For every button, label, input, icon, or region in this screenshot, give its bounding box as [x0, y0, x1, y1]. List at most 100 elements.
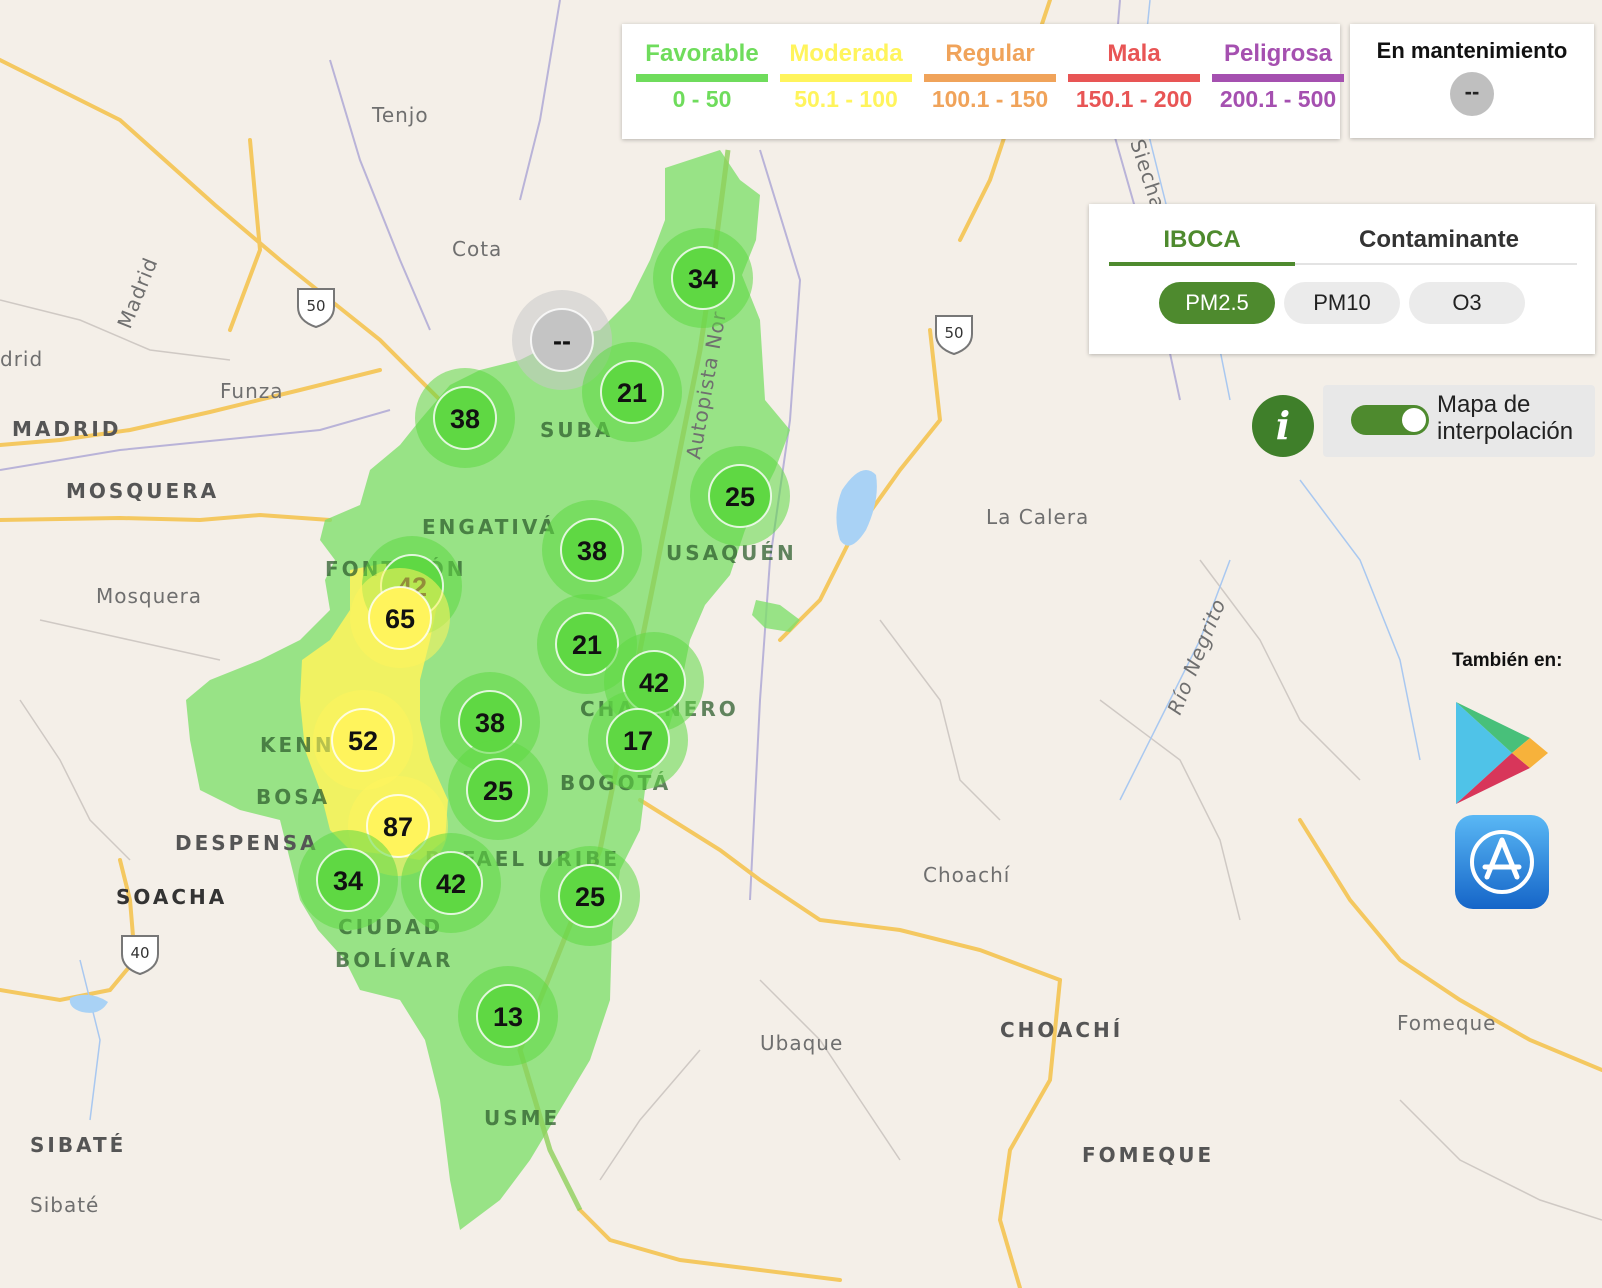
highway-shield-label: 50: [944, 324, 963, 342]
legend-label: Favorable: [645, 40, 759, 67]
station-marker[interactable]: 38: [542, 500, 642, 600]
tab-contaminante[interactable]: Contaminante: [1358, 226, 1519, 253]
maintenance-legend: En mantenimiento --: [1350, 24, 1594, 138]
legend-item-regular: Regular 100.1 - 150: [924, 40, 1056, 113]
minor-roads: [0, 299, 1602, 1221]
legend-label: Peligrosa: [1223, 40, 1333, 67]
info-button[interactable]: i: [1252, 395, 1314, 457]
legend-item-mala: Mala 150.1 - 200: [1068, 40, 1200, 113]
station-marker[interactable]: 38: [415, 368, 515, 468]
station-marker[interactable]: 52: [313, 690, 413, 790]
place-label: SIBATÉ: [30, 1133, 126, 1157]
lake: [69, 994, 108, 1013]
place-label: Funza: [220, 379, 284, 403]
district-label: USAQUÉN: [666, 541, 797, 565]
station-core: [366, 794, 430, 858]
tab-iboca-underline: [1109, 262, 1295, 266]
maintenance-title: En mantenimiento: [1376, 38, 1568, 63]
station-core: [555, 612, 619, 676]
iboca-legend: Favorable 0 - 50 Moderada 50.1 - 100 Regular…: [622, 24, 1344, 139]
highway-shield-label: 50: [306, 297, 325, 315]
station-marker[interactable]: 34: [653, 228, 753, 328]
place-label: Cota: [452, 237, 502, 261]
station-core: [419, 851, 483, 915]
legend-range: 0 - 50: [672, 86, 732, 112]
district-label: USME: [484, 1106, 560, 1130]
station-core: [433, 386, 497, 450]
station-value: 87: [383, 812, 413, 842]
station-marker[interactable]: --: [512, 290, 612, 390]
place-label: La Calera: [986, 505, 1089, 529]
station-marker[interactable]: 17: [588, 690, 688, 790]
interpolation-toggle[interactable]: [1351, 405, 1429, 435]
place-label: CHOACHÍ: [1000, 1018, 1123, 1042]
interpolation-control: Mapa de interpolación: [1323, 385, 1595, 457]
station-value: 17: [623, 726, 653, 756]
tab-underline-track: [1295, 263, 1577, 265]
legend-color-bar: [924, 74, 1056, 82]
station-value: 13: [493, 1002, 523, 1032]
station-value: 38: [475, 708, 505, 738]
lake: [836, 470, 877, 546]
station-core: [708, 464, 772, 528]
place-label: FOMEQUE: [1082, 1143, 1214, 1167]
place-label: drid: [0, 347, 43, 371]
station-value: 42: [436, 869, 466, 899]
station-value: --: [553, 326, 571, 356]
place-label: MADRID: [12, 417, 121, 441]
legend-item-moderada: Moderada 50.1 - 100: [780, 40, 912, 113]
station-core: [560, 518, 624, 582]
also-on-label: También en:: [1452, 650, 1563, 671]
station-core: [606, 708, 670, 772]
pollutant-pm10-button[interactable]: PM10: [1284, 282, 1400, 324]
layer-selector: IBOCA Contaminante PM2.5 PM10 O3: [1089, 204, 1595, 354]
station-marker[interactable]: 25: [448, 740, 548, 840]
station-value: 38: [577, 536, 607, 566]
place-label: MOSQUERA: [66, 479, 219, 503]
legend-item-favorable: Favorable 0 - 50: [636, 40, 768, 113]
station-marker[interactable]: 21: [582, 342, 682, 442]
station-core: [368, 586, 432, 650]
station-value: 52: [348, 726, 378, 756]
highway-shield: 50: [297, 288, 335, 329]
legend-label: Moderada: [789, 40, 903, 67]
station-marker[interactable]: 42: [401, 833, 501, 933]
station-value: 34: [333, 866, 363, 896]
district-label: BOSA: [256, 785, 330, 809]
station-core: [671, 246, 735, 310]
highway-shield: 40: [121, 935, 159, 976]
toggle-knob: [1402, 408, 1426, 432]
station-core: [530, 308, 594, 372]
legend-item-peligrosa: Peligrosa 200.1 - 500: [1212, 40, 1344, 113]
app-store-icon[interactable]: [1455, 815, 1549, 909]
station-value: 65: [385, 604, 415, 634]
station-value: 25: [575, 882, 605, 912]
place-label: Sibaté: [30, 1193, 99, 1217]
legend-label: Mala: [1107, 40, 1161, 67]
station-core: [331, 708, 395, 772]
station-marker[interactable]: 34: [298, 830, 398, 930]
place-label: DESPENSA: [175, 831, 319, 855]
pollutant-o3-button[interactable]: O3: [1409, 282, 1525, 324]
interpolation-label-line1: Mapa de: [1437, 391, 1531, 418]
tab-iboca[interactable]: IBOCA: [1163, 226, 1241, 253]
interpolation-label-line2: interpolación: [1437, 418, 1574, 445]
station-value: 21: [617, 378, 647, 408]
station-core: [558, 864, 622, 928]
station-marker[interactable]: 13: [458, 966, 558, 1066]
place-label: Fomeque: [1397, 1011, 1497, 1035]
pollutant-pm25-button[interactable]: PM2.5: [1159, 282, 1275, 324]
station-value: 38: [450, 404, 480, 434]
station-markers: 34--2138253842652142381752258734422513: [298, 228, 790, 1066]
station-marker[interactable]: 25: [540, 846, 640, 946]
legend-range: 200.1 - 500: [1219, 86, 1337, 112]
district-label: ENGATIVÁ: [422, 515, 557, 539]
station-marker[interactable]: 25: [690, 446, 790, 546]
place-label: Mosquera: [96, 584, 202, 608]
station-marker[interactable]: 65: [350, 568, 450, 668]
station-value: 34: [688, 264, 718, 294]
google-play-icon[interactable]: [1452, 698, 1552, 808]
station-value: 25: [725, 482, 755, 512]
